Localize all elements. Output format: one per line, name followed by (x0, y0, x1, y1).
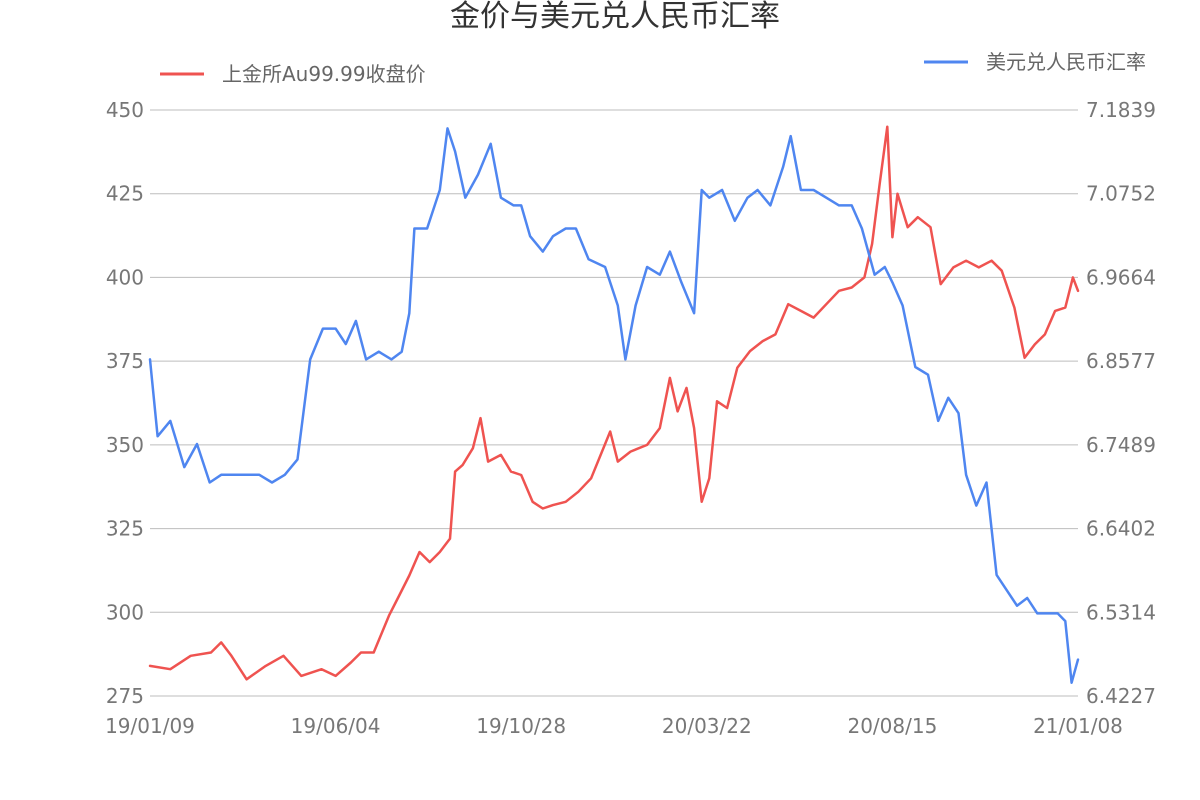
legend-gold[interactable]: 上金所Au99.99收盘价 (160, 62, 426, 86)
x-axis-ticks: 19/01/09 19/06/04 19/10/28 20/03/22 20/08/15… (105, 714, 1123, 738)
x-tick-label: 19/01/09 (105, 714, 195, 738)
usdcny-rate-line (148, 127, 1080, 684)
legend-usdcny[interactable]: 美元兑人民币汇率 (924, 50, 1146, 74)
left-tick-label: 300 (106, 600, 144, 624)
left-axis-ticks: 275 300 325 350 375 400 425 450 (106, 98, 144, 708)
right-tick-label: 6.8577 (1086, 349, 1156, 373)
left-tick-label: 275 (106, 684, 144, 708)
right-tick-label: 6.7489 (1086, 433, 1156, 457)
right-axis-ticks: 6.4227 6.5314 6.6402 6.7489 6.8577 6.9664 7.07… (1086, 98, 1156, 708)
x-tick-label: 21/01/08 (1033, 714, 1123, 738)
left-tick-label: 350 (106, 433, 144, 457)
left-tick-label: 425 (106, 182, 144, 206)
right-tick-label: 6.9664 (1086, 265, 1156, 289)
right-tick-label: 7.1839 (1086, 98, 1156, 122)
x-tick-label: 19/10/28 (476, 714, 566, 738)
legend-usdcny-label: 美元兑人民币汇率 (986, 50, 1146, 74)
right-tick-label: 6.5314 (1086, 600, 1156, 624)
left-tick-label: 375 (106, 349, 144, 373)
gold-price-line (148, 125, 1080, 681)
right-tick-label: 6.6402 (1086, 517, 1156, 541)
series-lines (148, 125, 1080, 684)
legend-gold-label: 上金所Au99.99收盘价 (222, 62, 426, 86)
left-tick-label: 325 (106, 517, 144, 541)
left-tick-label: 400 (106, 265, 144, 289)
right-tick-label: 6.4227 (1086, 684, 1156, 708)
grid-lines (150, 109, 1078, 697)
right-tick-label: 7.0752 (1086, 182, 1156, 206)
chart-title: 金价与美元兑人民币汇率 (450, 0, 780, 34)
x-tick-label: 20/08/15 (847, 714, 937, 738)
x-tick-label: 20/03/22 (662, 714, 752, 738)
left-tick-label: 450 (106, 98, 144, 122)
x-tick-label: 19/06/04 (291, 714, 381, 738)
